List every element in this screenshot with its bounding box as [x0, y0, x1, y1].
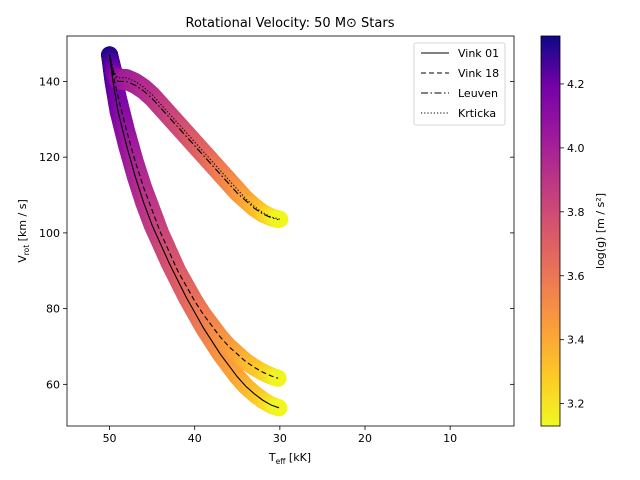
y-tick-label-1: 80: [46, 303, 60, 316]
logg-marker-3-end: [271, 210, 289, 228]
x-axis-ticks: 50 40 30 20 10: [103, 426, 457, 445]
colorbar-tick-label-5: 4.2: [567, 78, 585, 91]
legend-label-3: Krticka: [458, 107, 496, 120]
colorbar-ticks: 3.2 3.4 3.6 3.8 4.0 4.2: [560, 78, 585, 411]
legend: Vink 01 Vink 18 Leuven Krticka: [413, 42, 506, 126]
legend-label-0: Vink 01: [458, 47, 499, 60]
legend-frame: [413, 42, 506, 126]
series-line-2: [109, 54, 279, 221]
colorbar-label: log(g) [m / s²]: [594, 193, 607, 269]
series-line-0: [109, 54, 280, 409]
logg-markers: [101, 46, 289, 417]
y-tick-label-4: 140: [39, 75, 60, 88]
x-tick-label-4: 10: [443, 432, 457, 445]
x-tick-label-2: 30: [273, 432, 287, 445]
colorbar-tick-label-1: 3.4: [567, 334, 585, 347]
legend-label-2: Leuven: [458, 87, 498, 100]
y-axis-ticks: 60 80 100 120 140: [39, 75, 514, 391]
series-lines: [109, 54, 281, 409]
legend-label-1: Vink 18: [458, 67, 499, 80]
y-tick-label-0: 60: [46, 378, 60, 391]
y-tick-label-2: 100: [39, 227, 60, 240]
y-axis-label: Vrot [km / s]: [16, 199, 31, 263]
y-tick-label-3: 120: [39, 151, 60, 164]
colorbar-tick-label-2: 3.6: [567, 270, 585, 283]
x-tick-label-0: 50: [103, 432, 117, 445]
colorbar-tick-label-4: 4.0: [567, 142, 585, 155]
x-tick-label-1: 40: [188, 432, 202, 445]
x-tick-label-3: 20: [358, 432, 372, 445]
series-line-1: [109, 54, 279, 379]
plot-frame: [66, 35, 515, 427]
colorbar: [540, 35, 561, 427]
colorbar-tick-label-3: 3.8: [567, 206, 585, 219]
x-axis-label: Teff [kK]: [268, 451, 311, 466]
colorbar-tick-label-0: 3.2: [567, 398, 585, 411]
chart-title: Rotational Velocity: 50 M⊙ Stars: [186, 16, 395, 31]
